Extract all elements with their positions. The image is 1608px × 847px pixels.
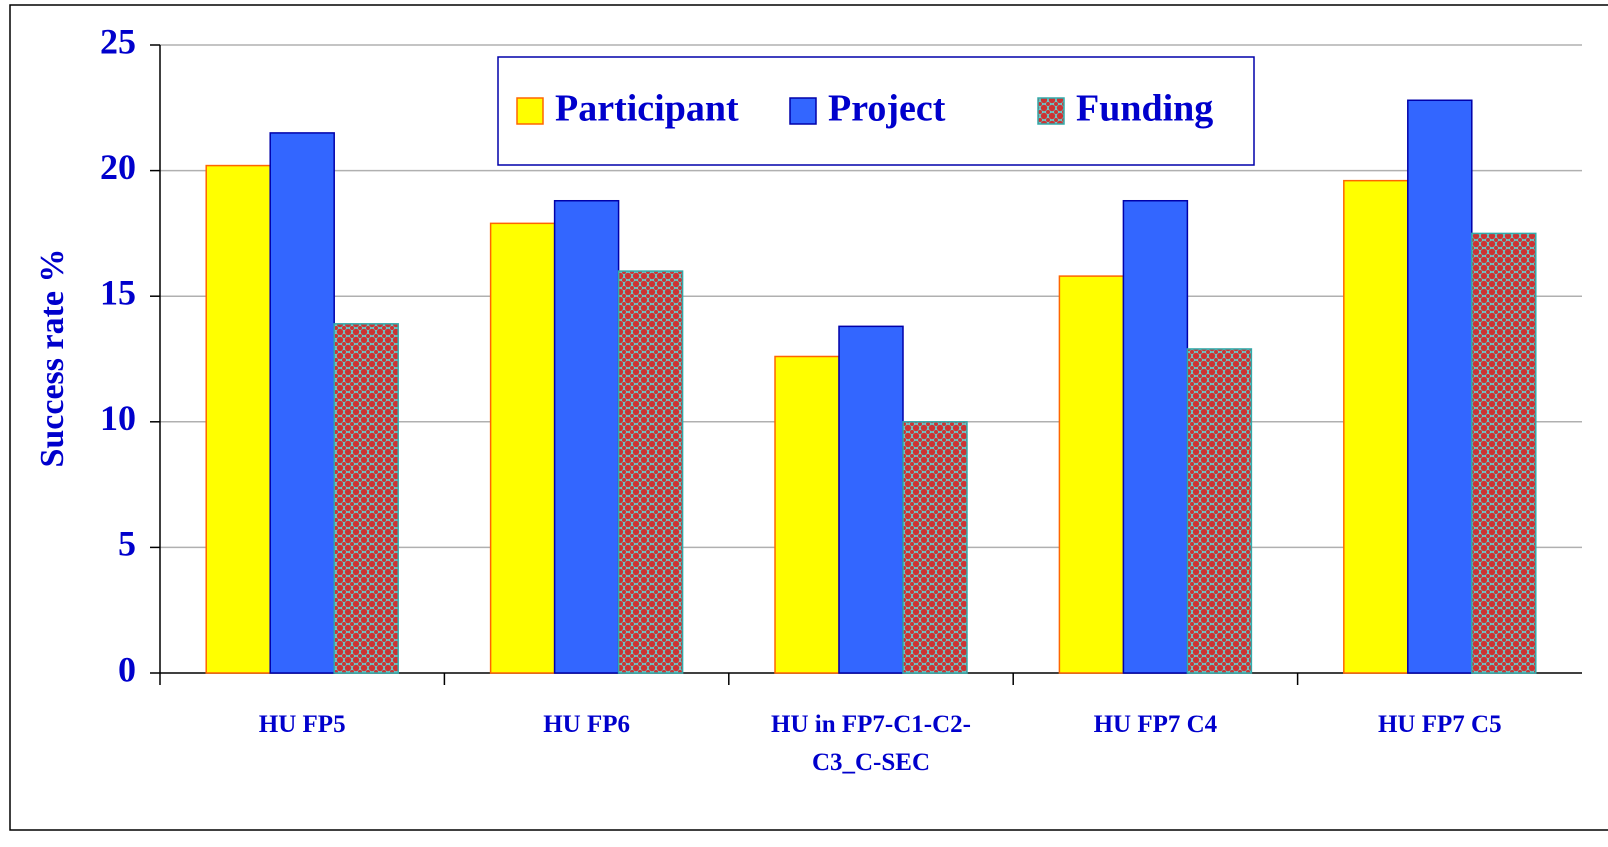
y-tick-label: 20 bbox=[100, 147, 136, 187]
bar bbox=[205, 164, 271, 674]
bar bbox=[1471, 232, 1537, 674]
x-tick-label: HU in FP7-C1-C2-C3_C-SEC bbox=[771, 711, 971, 776]
bar bbox=[269, 132, 335, 674]
y-tick-label: 0 bbox=[118, 649, 136, 689]
x-tick-label: HU FP7 C4 bbox=[1093, 711, 1218, 738]
y-tick-label: 15 bbox=[100, 272, 136, 312]
frame bbox=[9, 4, 1608, 831]
legend-label: Participant bbox=[555, 88, 739, 130]
y-axis-label: Success rate % bbox=[34, 248, 71, 467]
bar bbox=[1407, 99, 1473, 674]
bar bbox=[489, 222, 556, 674]
x-tick-label: HU FP6 bbox=[543, 711, 630, 738]
bar bbox=[902, 421, 968, 674]
bar bbox=[1122, 199, 1189, 674]
bar bbox=[553, 199, 620, 674]
legend-swatch bbox=[1037, 97, 1065, 125]
x-tick-label: HU FP5 bbox=[258, 711, 346, 738]
bar bbox=[617, 270, 684, 674]
legend-swatch bbox=[789, 97, 817, 125]
y-tick-label: 25 bbox=[100, 21, 136, 61]
y-tick-label: 5 bbox=[118, 524, 136, 564]
x-tick-label: HU FP7 C5 bbox=[1377, 711, 1502, 738]
y-tick-label: 10 bbox=[100, 398, 136, 438]
bar bbox=[774, 355, 840, 674]
legend-box bbox=[497, 56, 1255, 166]
bar bbox=[333, 323, 399, 674]
legend-label: Project bbox=[828, 88, 946, 130]
legend-swatch bbox=[516, 97, 544, 125]
bar bbox=[1343, 179, 1409, 674]
bar bbox=[1186, 348, 1253, 674]
legend-label: Funding bbox=[1076, 88, 1213, 130]
bar bbox=[838, 325, 904, 674]
bar bbox=[1058, 275, 1125, 674]
